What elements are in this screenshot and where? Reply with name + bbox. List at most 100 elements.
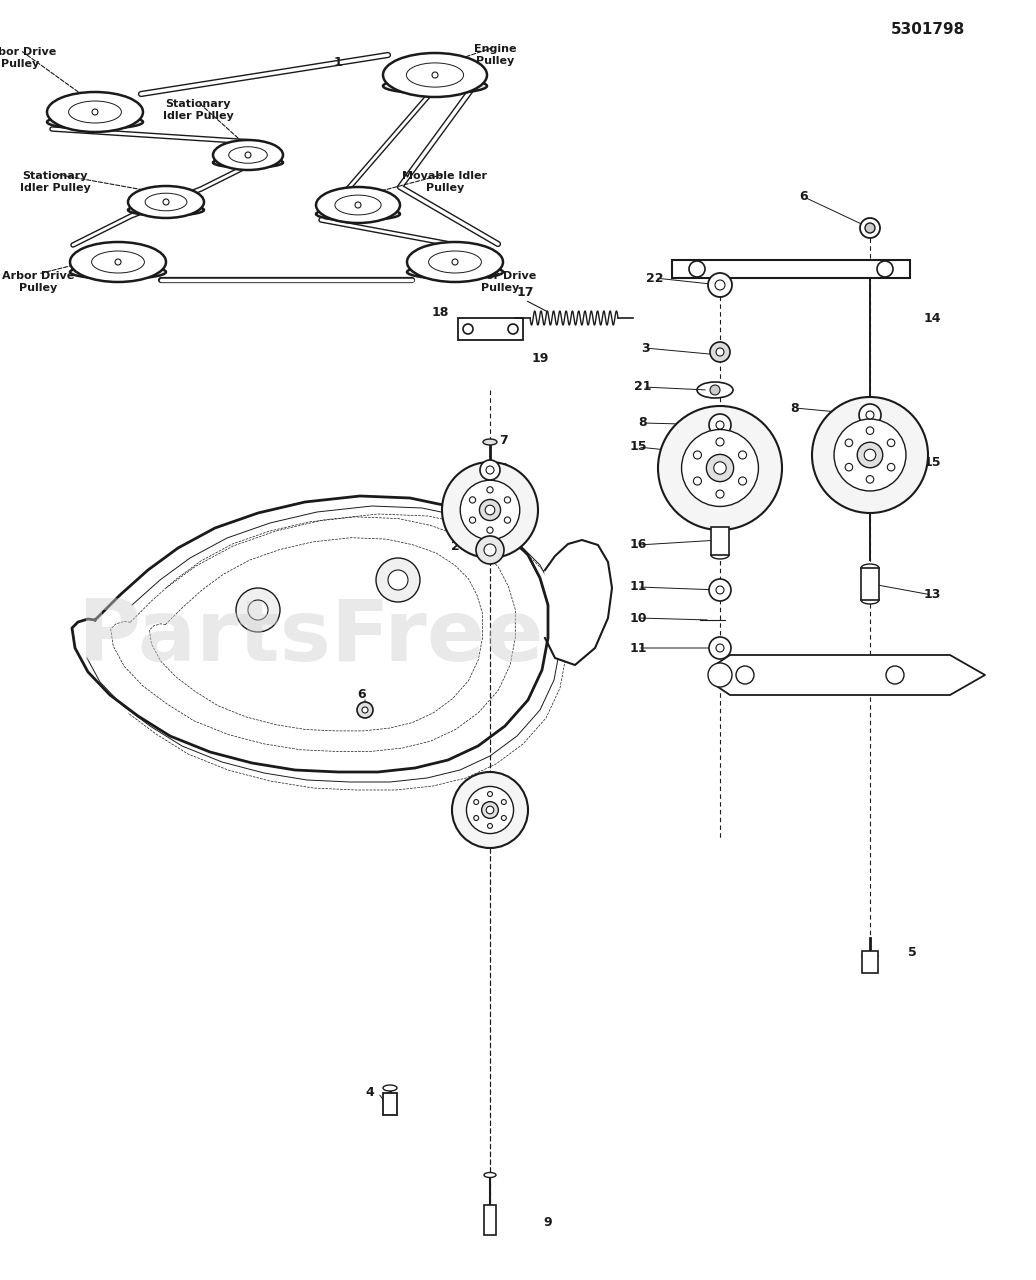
Ellipse shape [70,265,166,279]
Circle shape [739,477,747,485]
Ellipse shape [128,205,204,215]
Ellipse shape [484,1172,496,1178]
Polygon shape [715,655,985,695]
Circle shape [887,439,895,447]
Bar [861,568,879,600]
Circle shape [488,791,492,796]
Circle shape [689,261,706,276]
Text: 10: 10 [629,612,646,625]
Circle shape [487,527,493,534]
Circle shape [716,421,724,429]
Text: 5: 5 [908,946,917,959]
Circle shape [709,579,731,602]
Circle shape [442,462,538,558]
Bar [862,951,877,973]
Circle shape [505,497,511,503]
Bar [672,260,910,278]
Text: 15: 15 [452,494,468,507]
Circle shape [857,442,883,467]
Circle shape [362,707,368,713]
Text: 4: 4 [366,1087,374,1100]
Circle shape [866,411,874,419]
Text: 22: 22 [646,271,664,284]
Text: 11: 11 [629,641,646,654]
Text: 7: 7 [499,434,509,447]
Circle shape [501,815,507,820]
Circle shape [508,324,518,334]
Circle shape [693,477,701,485]
Circle shape [244,152,251,157]
Text: 11: 11 [629,581,646,594]
Circle shape [482,801,498,818]
Circle shape [739,451,747,460]
Text: Arbor Drive
Pulley: Arbor Drive Pulley [2,271,75,293]
Circle shape [709,637,731,659]
Ellipse shape [862,954,877,959]
Circle shape [484,544,496,556]
Circle shape [845,439,853,447]
Ellipse shape [213,157,283,168]
Text: 9: 9 [544,1216,552,1229]
Circle shape [473,815,479,820]
Circle shape [866,476,873,483]
Text: 20: 20 [507,805,524,818]
Circle shape [658,406,782,530]
Circle shape [505,517,511,524]
Ellipse shape [383,1085,397,1091]
Bar [458,317,523,340]
Circle shape [248,600,268,620]
Text: 15: 15 [923,457,941,470]
Ellipse shape [316,207,400,220]
Circle shape [866,426,873,434]
Circle shape [716,644,724,652]
Circle shape [163,198,169,205]
Circle shape [693,451,701,460]
Text: 12: 12 [923,673,941,686]
Circle shape [834,419,905,492]
Circle shape [485,506,495,515]
Bar [484,1204,496,1235]
Text: Stationary
Idler Pulley: Stationary Idler Pulley [163,100,233,120]
Text: Arbor Drive
Pulley: Arbor Drive Pulley [464,271,536,293]
Ellipse shape [407,265,503,279]
Circle shape [887,463,895,471]
Circle shape [355,202,361,207]
Circle shape [710,342,730,362]
Circle shape [716,438,724,445]
Text: 19: 19 [531,352,549,365]
Ellipse shape [47,92,143,132]
Circle shape [707,454,733,481]
Circle shape [473,800,479,805]
Circle shape [886,666,904,684]
Ellipse shape [47,115,143,129]
Text: 14: 14 [923,311,941,325]
Text: 1: 1 [334,56,342,69]
Ellipse shape [316,187,400,223]
Circle shape [865,223,875,233]
Text: 5301798: 5301798 [891,22,965,37]
Circle shape [736,666,754,684]
Ellipse shape [407,242,503,282]
Circle shape [460,480,520,540]
Text: 6: 6 [357,687,367,700]
Text: 2: 2 [499,462,509,475]
Polygon shape [545,540,612,666]
Circle shape [452,259,458,265]
Circle shape [716,586,724,594]
Text: 8: 8 [638,416,648,430]
Circle shape [859,404,881,426]
Text: Stationary
Idler Pulley: Stationary Idler Pulley [20,172,90,193]
Circle shape [709,413,731,436]
Text: 15: 15 [629,440,646,453]
Text: 17: 17 [516,285,534,298]
Ellipse shape [711,550,729,559]
Text: Engine
Pulley: Engine Pulley [473,45,516,65]
Text: Movable Idler
Pulley: Movable Idler Pulley [403,172,488,193]
Ellipse shape [383,78,487,93]
Ellipse shape [711,522,729,530]
Circle shape [236,588,280,632]
Text: 13: 13 [923,589,941,602]
Circle shape [716,348,724,356]
Circle shape [476,536,503,564]
Circle shape [716,490,724,498]
